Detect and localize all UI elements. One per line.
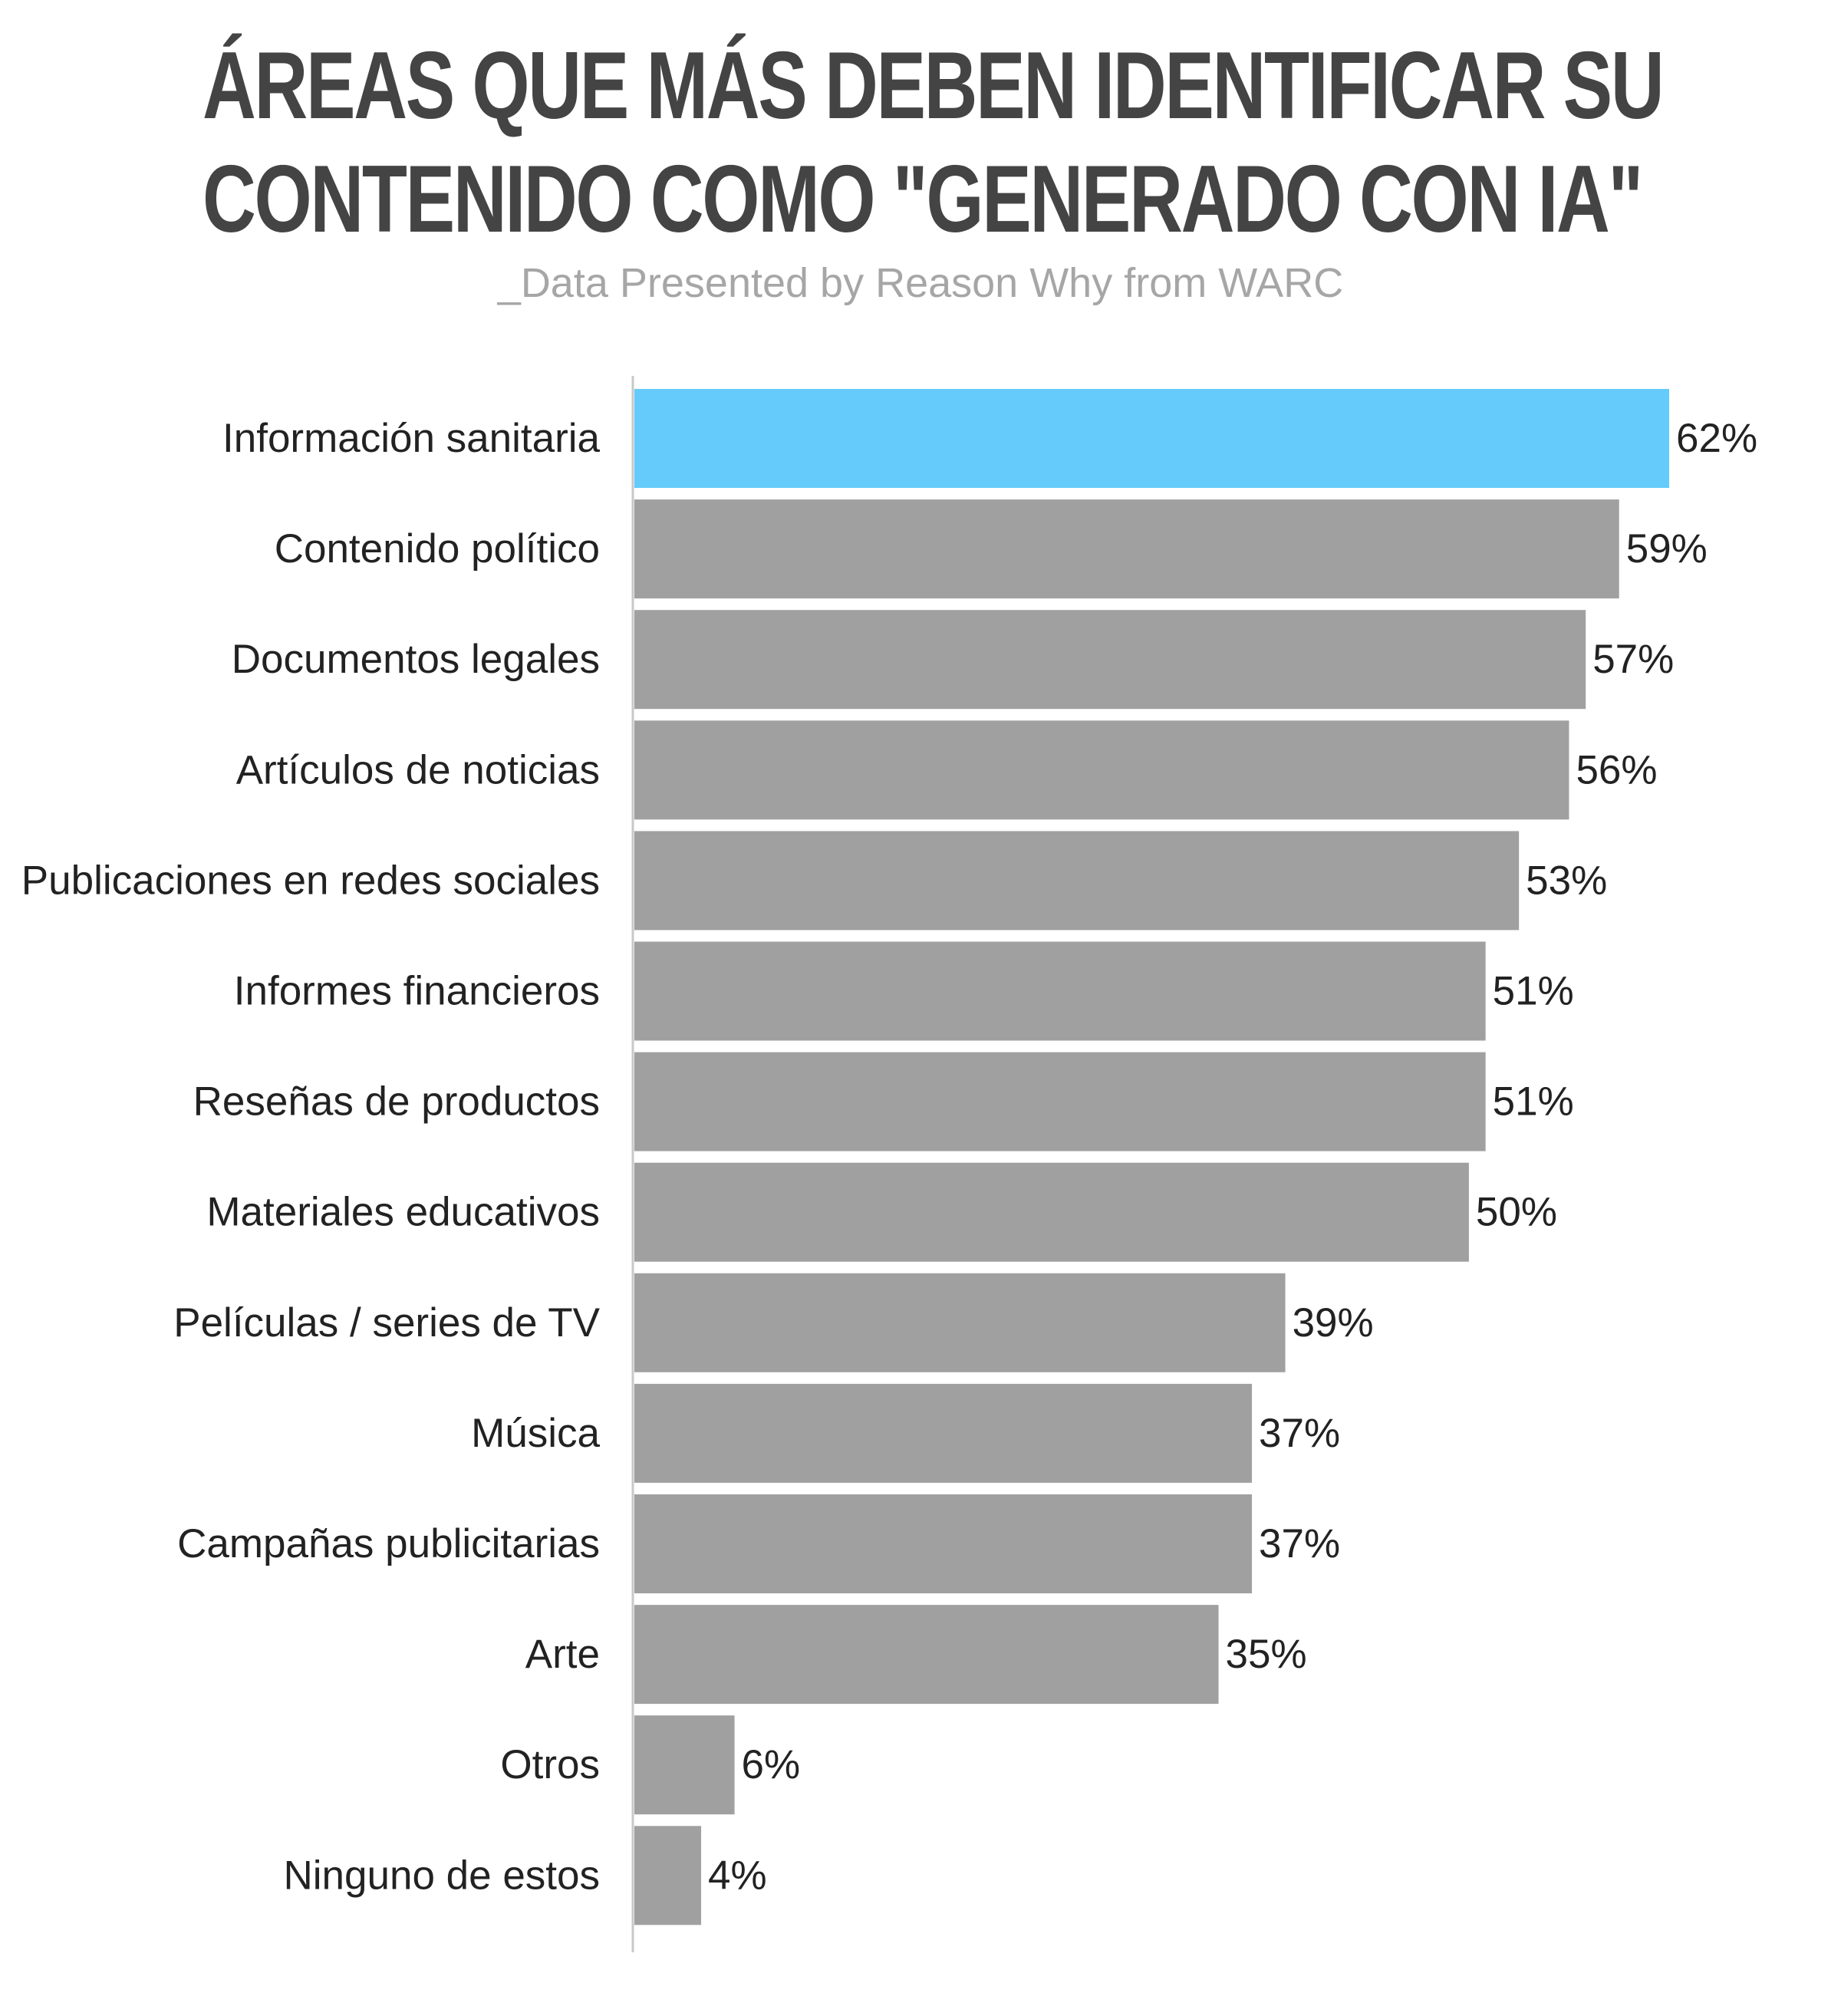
value-label-3: 57% xyxy=(1592,637,1674,682)
bar-8 xyxy=(634,1162,1469,1262)
value-label-5: 53% xyxy=(1526,858,1607,903)
bar-1 xyxy=(634,389,1669,488)
bar-14 xyxy=(634,1826,702,1925)
value-label-9: 39% xyxy=(1293,1300,1374,1346)
category-label-13: Otros xyxy=(500,1742,600,1787)
value-label-4: 56% xyxy=(1576,747,1657,792)
bar-2 xyxy=(634,499,1619,599)
category-label-14: Ninguno de estos xyxy=(283,1853,600,1898)
category-label-3: Documentos legales xyxy=(232,637,600,682)
chart-title-line-1: ÁREAS QUE MÁS DEBEN IDENTIFICAR SU xyxy=(203,33,1665,139)
category-label-12: Arte xyxy=(525,1632,600,1677)
value-label-13: 6% xyxy=(742,1742,801,1787)
category-label-5: Publicaciones en redes sociales xyxy=(21,858,600,903)
category-label-11: Campañas publicitarias xyxy=(177,1521,600,1566)
category-label-2: Contenido político xyxy=(275,526,600,572)
chart-subtitle: _Data Presented by Reason Why from WARC xyxy=(497,260,1344,306)
category-label-1: Información sanitaria xyxy=(222,416,600,461)
bar-10 xyxy=(634,1383,1253,1483)
value-label-14: 4% xyxy=(708,1853,767,1898)
bar-13 xyxy=(634,1715,735,1815)
bar-4 xyxy=(634,720,1569,820)
value-label-1: 62% xyxy=(1676,416,1757,461)
value-label-8: 50% xyxy=(1476,1190,1557,1235)
value-label-7: 51% xyxy=(1493,1079,1574,1125)
category-label-4: Artículos de noticias xyxy=(236,747,600,792)
value-label-11: 37% xyxy=(1259,1521,1340,1566)
value-label-10: 37% xyxy=(1259,1411,1340,1456)
category-label-8: Materiales educativos xyxy=(206,1190,600,1235)
bar-6 xyxy=(634,941,1486,1041)
bar-12 xyxy=(634,1605,1219,1705)
bar-7 xyxy=(634,1052,1486,1151)
bar-9 xyxy=(634,1273,1286,1372)
bar-11 xyxy=(634,1494,1253,1593)
bar-5 xyxy=(634,831,1520,931)
chart-title: ÁREAS QUE MÁS DEBEN IDENTIFICAR SU CONTE… xyxy=(203,29,1665,256)
category-label-9: Películas / series de TV xyxy=(173,1300,600,1346)
bar-3 xyxy=(634,610,1586,710)
category-label-10: Música xyxy=(471,1411,600,1456)
chart-title-line-2: CONTENIDO COMO "GENERADO CON IA" xyxy=(203,147,1643,252)
value-label-12: 35% xyxy=(1226,1632,1307,1677)
category-label-7: Reseñas de productos xyxy=(193,1079,600,1125)
value-label-2: 59% xyxy=(1626,526,1708,572)
category-label-6: Informes financieros xyxy=(234,969,600,1014)
value-label-6: 51% xyxy=(1493,969,1574,1014)
